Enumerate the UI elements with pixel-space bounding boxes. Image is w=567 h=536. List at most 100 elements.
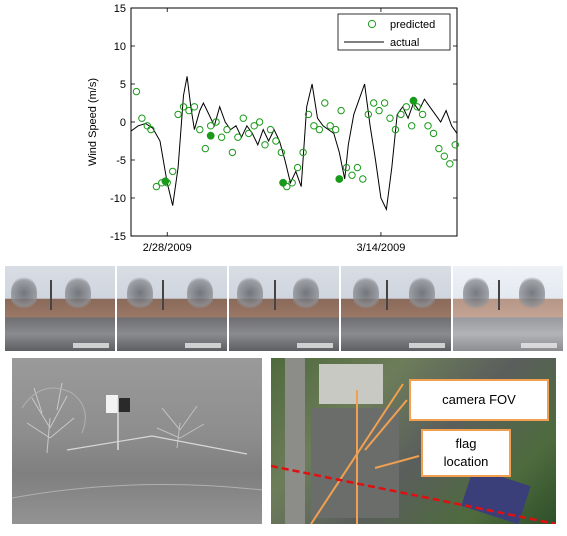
predicted-point-15 [212,118,220,126]
camera-fov-callout: camera FOV [409,379,549,421]
predicted-highlight-point-4 [409,96,418,105]
y-tick-label-3: 0 [120,117,126,129]
flag-location-callout: flag location [421,429,511,477]
court [461,467,531,524]
y-tick-label-4: -5 [116,155,126,167]
fov-pointer [364,399,408,451]
predicted-point-58 [446,160,454,168]
predicted-point-33 [310,122,318,130]
legend-label-actual: actual [390,37,419,49]
flag-shadow [118,398,130,412]
predicted-highlight-point-0 [161,177,170,186]
predicted-point-57 [440,152,448,160]
predicted-point-12 [196,125,204,134]
predicted-highlight-point-3 [335,175,344,183]
aerial-map-panel: camera FOV flag location [271,358,556,524]
predicted-point-31 [299,148,307,157]
predicted-point-44 [370,99,378,107]
predicted-point-11 [190,103,199,111]
predicted-point-50 [402,103,410,111]
predicted-point-23 [255,118,264,126]
tree-outline-left [21,382,86,454]
flag-region [106,395,118,413]
predicted-point-1 [138,114,146,122]
building-edge [66,435,248,455]
y-tick-label-0: 15 [114,3,126,15]
x-tick-label-0: 2/28/2009 [143,242,192,254]
legend-marker-predicted [367,19,377,29]
y-tick-label-6: -15 [110,231,126,243]
predicted-point-13 [201,144,210,153]
x-tick-label-1: 3/14/2009 [356,242,405,254]
predicted-point-24 [261,141,269,149]
predicted-point-7 [169,167,177,176]
legend: predicted actual [337,13,451,51]
building-roof [319,364,383,404]
predicted-point-35 [321,99,329,107]
flag-location-line1: flag [455,436,477,451]
predicted-point-25 [266,125,275,134]
predicted-point-45 [375,106,383,115]
predicted-point-36 [326,122,334,130]
predicted-point-10 [185,106,193,115]
camera-frame-1 [5,266,115,351]
predicted-point-41 [353,163,362,172]
camera-frame-4 [341,266,451,351]
y-axis-ticks: 15 10 5 0 -5 -10 -15 [110,3,457,243]
predicted-point-42 [359,175,367,183]
predicted-point-43 [364,110,372,119]
predicted-point-9 [179,103,188,111]
predicted-point-39 [342,163,351,172]
wind-speed-chart: 15 10 5 0 -5 -10 -15 2/28/2009 3/14/2009 Wind S… [87,3,459,254]
predicted-point-8 [174,110,182,119]
predicted-point-18 [228,148,237,157]
flag-pointer [374,455,420,469]
fov-line-2 [310,383,404,524]
predicted-point-38 [337,106,345,115]
predicted-highlight-point-2 [279,178,288,187]
legend-box [337,13,451,51]
ground-curve [12,484,262,499]
predicted-point-46 [380,99,389,107]
predicted-point-0 [132,87,141,96]
predicted-point-17 [223,125,231,134]
predicted-point-55 [429,129,438,138]
predicted-point-48 [391,125,400,134]
road [285,358,305,524]
predicted-point-32 [304,110,313,119]
predicted-point-52 [413,103,421,111]
tree-outline-right [156,405,205,449]
predicted-point-37 [332,125,340,134]
predicted-point-47 [386,114,394,122]
camera-frame-strip [5,266,563,351]
predicted-point-16 [217,133,226,141]
predicted-point-22 [250,122,258,130]
predicted-point-59 [451,141,459,149]
camera-frame-2 [117,266,227,351]
predicted-point-14 [207,122,215,130]
predicted-point-30 [293,163,302,172]
predicted-point-3 [147,125,155,134]
y-tick-label-5: -10 [110,193,126,205]
predicted-point-56 [435,144,443,153]
x-axis-ticks: 2/28/2009 3/14/2009 [143,8,405,254]
predicted-point-49 [397,110,405,119]
predicted-point-19 [234,133,242,141]
flag-location-line2: location [443,454,489,469]
camera-frame-3 [229,266,339,351]
predicted-point-54 [424,122,432,130]
predicted-point-29 [288,179,296,187]
predicted-point-53 [418,110,427,119]
predicted-point-34 [315,125,324,134]
predicted-point-4 [152,182,161,191]
y-axis-label: Wind Speed (m/s) [87,78,99,166]
filtered-image-panel [12,358,262,524]
predicted-point-21 [245,129,253,138]
camera-frame-5 [453,266,563,351]
predicted-point-26 [272,137,280,145]
y-tick-label-1: 10 [114,41,126,53]
predicted-point-40 [348,171,356,179]
predicted-highlight-point-1 [206,131,215,140]
series-layer [130,76,459,212]
predicted-point-51 [408,122,416,130]
